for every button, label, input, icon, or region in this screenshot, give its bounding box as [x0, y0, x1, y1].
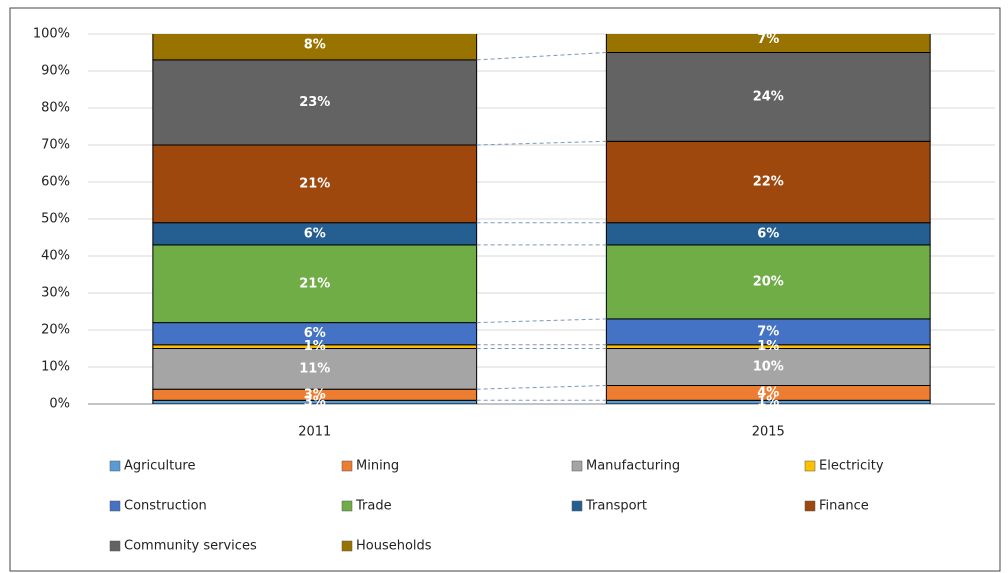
legend-swatch	[804, 460, 816, 472]
connector-line	[476, 140, 607, 146]
y-tick-label: 20%	[41, 323, 70, 338]
value-label: 23%	[299, 95, 330, 110]
legend-swatch	[341, 500, 353, 512]
legend-label: Mining	[356, 459, 399, 474]
value-label: 6%	[757, 226, 779, 241]
legend-swatch	[341, 540, 353, 552]
bar-segment	[605, 140, 931, 224]
value-label: 1%	[757, 339, 779, 354]
value-label: 8%	[304, 38, 326, 53]
legend-swatch	[571, 500, 583, 512]
bar-segment	[152, 144, 478, 224]
y-tick-label: 10%	[41, 360, 70, 375]
bar-segment	[605, 52, 931, 142]
y-tick-label: 60%	[41, 175, 70, 190]
y-tick-label: 30%	[41, 286, 70, 301]
legend-label: Manufacturing	[586, 459, 680, 474]
value-label: 21%	[299, 176, 330, 191]
bar-segment	[605, 348, 931, 386]
bar-segment	[605, 34, 931, 53]
bar-segment	[605, 244, 931, 320]
bar-segment	[152, 59, 478, 146]
bar-segment	[152, 34, 478, 61]
legend-label: Agriculture	[124, 459, 196, 474]
y-tick-label: 80%	[41, 101, 70, 116]
legend-label: Households	[356, 539, 432, 554]
y-tick-label: 0%	[49, 397, 70, 412]
value-label: 24%	[753, 89, 784, 104]
value-label: 1%	[304, 339, 326, 354]
value-label: 3%	[304, 387, 326, 402]
value-label: 4%	[757, 385, 779, 400]
value-label: 21%	[299, 276, 330, 291]
legend-swatch	[109, 460, 121, 472]
connector-line	[476, 52, 607, 61]
legend-swatch	[341, 460, 353, 472]
legend-swatch	[109, 540, 121, 552]
legend-label: Finance	[819, 499, 869, 514]
value-label: 22%	[753, 175, 784, 190]
legend-swatch	[571, 460, 583, 472]
connector-line	[476, 318, 607, 324]
legend-label: Trade	[355, 499, 392, 514]
legend-label: Transport	[585, 499, 647, 514]
y-tick-label: 100%	[33, 27, 70, 42]
value-label: 7%	[757, 324, 779, 339]
value-label: 7%	[757, 32, 779, 47]
value-label: 6%	[304, 326, 326, 341]
x-tick-label: 2011	[298, 425, 331, 440]
y-tick-label: 90%	[41, 64, 70, 79]
legend-label: Construction	[124, 499, 207, 514]
legend-label: Community services	[124, 539, 257, 554]
legend-swatch	[109, 500, 121, 512]
connector-line	[476, 385, 607, 390]
value-label: 10%	[753, 360, 784, 375]
value-label: 20%	[753, 274, 784, 289]
value-label: 3%	[304, 395, 326, 410]
value-label: 6%	[304, 226, 326, 241]
bar-segment	[152, 244, 478, 324]
legend-label: Electricity	[819, 459, 884, 474]
legend-swatch	[804, 500, 816, 512]
bar-segment	[152, 348, 478, 390]
y-tick-label: 40%	[41, 249, 70, 264]
x-tick-label: 2015	[752, 425, 785, 440]
y-tick-label: 70%	[41, 138, 70, 153]
y-tick-label: 50%	[41, 212, 70, 227]
value-label: 1%	[757, 395, 779, 410]
value-label: 11%	[299, 361, 330, 376]
